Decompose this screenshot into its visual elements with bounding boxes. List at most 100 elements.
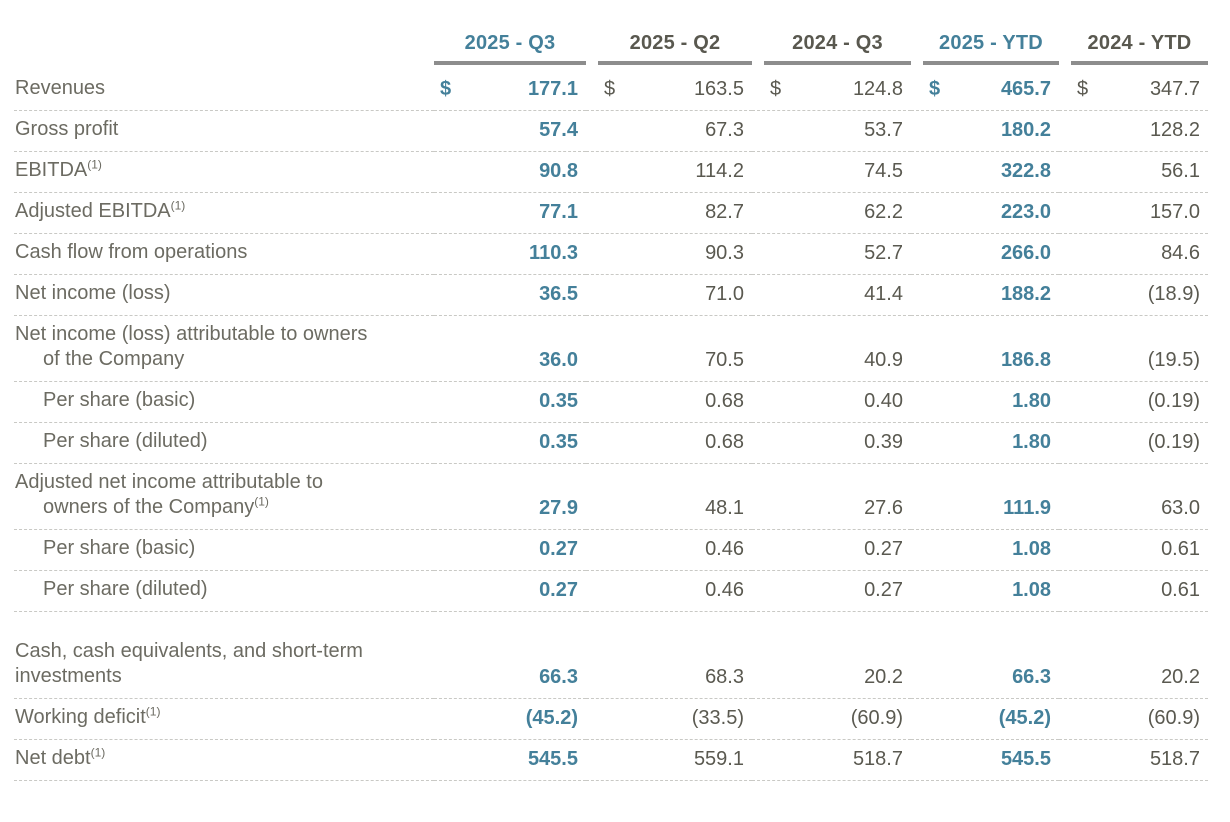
row-label: Net income (loss) [15, 281, 171, 304]
cell-value: 266.0 [1000, 241, 1051, 264]
value-wrap: 0.27 [434, 579, 586, 602]
cell-value: 90.3 [705, 241, 744, 264]
column-header-underline: 2024 - Q3 [764, 32, 911, 65]
value-cell: 114.2 [586, 151, 752, 193]
row-label-cell: Cash flow from operations [14, 233, 434, 275]
cell-value: 62.2 [864, 200, 903, 223]
value-cell: 545.5 [911, 739, 1059, 781]
cell-value: 57.4 [539, 118, 578, 141]
value-wrap: 545.5 [923, 748, 1059, 771]
value-cell: 0.27 [752, 529, 911, 571]
cell-value: 1.80 [1012, 430, 1051, 453]
table-row: Net debt(1) 545.5 559.1 518.7 545.5 518.7 [14, 739, 1208, 781]
value-wrap: (45.2) [434, 707, 586, 730]
value-cell: (33.5) [586, 698, 752, 740]
cell-value: 74.5 [864, 159, 903, 182]
row-label-cell: Per share (basic) [14, 381, 434, 423]
value-cell: 0.35 [434, 422, 586, 464]
value-wrap: 0.27 [764, 538, 911, 561]
value-cell: 128.2 [1059, 110, 1208, 152]
row-label: Per share (diluted) [43, 429, 208, 452]
value-wrap: 322.8 [923, 160, 1059, 183]
value-cell: 77.1 [434, 192, 586, 234]
value-cell: 36.0 [434, 315, 586, 382]
value-cell: 48.1 [586, 463, 752, 530]
value-wrap: (60.9) [764, 707, 911, 730]
value-cell: $177.1 [434, 65, 586, 111]
value-wrap: 0.46 [598, 538, 752, 561]
footnote-marker: (1) [254, 493, 269, 508]
row-label-cell: Working deficit(1) [14, 698, 434, 740]
table-row: Working deficit(1) (45.2) (33.5) (60.9) (45.… [14, 698, 1208, 740]
value-wrap: 56.1 [1071, 160, 1208, 183]
value-cell: 27.9 [434, 463, 586, 530]
row-label: Per share (basic) [43, 388, 196, 411]
cell-value: 0.35 [539, 430, 578, 453]
value-wrap: (0.19) [1071, 390, 1208, 413]
cell-value: 0.27 [539, 578, 578, 601]
value-cell: (45.2) [434, 698, 586, 740]
value-wrap: 40.9 [764, 349, 911, 372]
cell-value: 177.1 [527, 77, 578, 100]
cell-value: 71.0 [705, 282, 744, 305]
cell-value: 0.27 [539, 537, 578, 560]
value-wrap: 111.9 [923, 497, 1059, 520]
value-wrap: (60.9) [1071, 707, 1208, 730]
row-label-cell: Net income (loss) [14, 274, 434, 316]
value-cell: $347.7 [1059, 65, 1208, 111]
cell-value: 545.5 [527, 747, 578, 770]
value-cell: 518.7 [1059, 739, 1208, 781]
value-wrap: 180.2 [923, 119, 1059, 142]
value-wrap: $347.7 [1071, 78, 1208, 101]
table-row: Per share (basic) 0.35 0.68 0.40 1.80 (0.19) [14, 381, 1208, 423]
row-label-cell: Gross profit [14, 110, 434, 152]
value-cell: 53.7 [752, 110, 911, 152]
value-cell: 518.7 [752, 739, 911, 781]
value-wrap: 0.35 [434, 390, 586, 413]
column-header-underline: 2024 - YTD [1071, 32, 1208, 65]
cell-value: 36.5 [539, 282, 578, 305]
value-wrap: 48.1 [598, 497, 752, 520]
table-row: Cash flow from operations 110.3 90.3 52.7 26… [14, 233, 1208, 275]
cell-value: 27.6 [864, 496, 903, 519]
row-label: Revenues [15, 76, 106, 99]
value-wrap: 90.3 [598, 242, 752, 265]
value-cell: 36.5 [434, 274, 586, 316]
table-header: 2025 - Q3 2025 - Q2 2024 - Q3 2025 - YTD 202… [14, 32, 1208, 65]
value-cell: 84.6 [1059, 233, 1208, 275]
cell-value: (33.5) [691, 706, 744, 729]
value-cell: 67.3 [586, 110, 752, 152]
cell-value: (18.9) [1147, 282, 1200, 305]
value-cell: (60.9) [1059, 698, 1208, 740]
column-header-label: 2025 - YTD [939, 32, 1043, 54]
cell-value: 0.46 [705, 578, 744, 601]
cell-value: 1.80 [1012, 389, 1051, 412]
row-label-cell: EBITDA(1) [14, 151, 434, 193]
row-label: Working deficit [15, 705, 146, 728]
value-wrap: (19.5) [1071, 349, 1208, 372]
value-cell: 0.46 [586, 529, 752, 571]
value-wrap: 0.39 [764, 431, 911, 454]
cell-value: (45.2) [525, 706, 578, 729]
value-wrap: 20.2 [764, 666, 911, 689]
cell-value: 52.7 [864, 241, 903, 264]
value-wrap: 84.6 [1071, 242, 1208, 265]
cell-value: (60.9) [1147, 706, 1200, 729]
column-header-label: 2024 - YTD [1087, 32, 1192, 54]
value-cell: 223.0 [911, 192, 1059, 234]
value-wrap: 82.7 [598, 201, 752, 224]
spacer-cell [14, 611, 434, 632]
footnote-marker: (1) [87, 156, 102, 171]
spacer-cell [911, 611, 1059, 632]
value-cell: 90.3 [586, 233, 752, 275]
row-label-line: Working deficit(1) [15, 705, 434, 730]
row-label: Per share (basic) [43, 536, 196, 559]
table-row: Cash, cash equivalents, and short-term in… [14, 632, 1208, 699]
value-cell: $465.7 [911, 65, 1059, 111]
cell-value: 545.5 [1000, 747, 1051, 770]
value-wrap: $465.7 [923, 78, 1059, 101]
cell-value: 0.61 [1161, 537, 1200, 560]
spacer-cell [1059, 611, 1208, 632]
value-wrap: 518.7 [764, 748, 911, 771]
value-cell: $163.5 [586, 65, 752, 111]
